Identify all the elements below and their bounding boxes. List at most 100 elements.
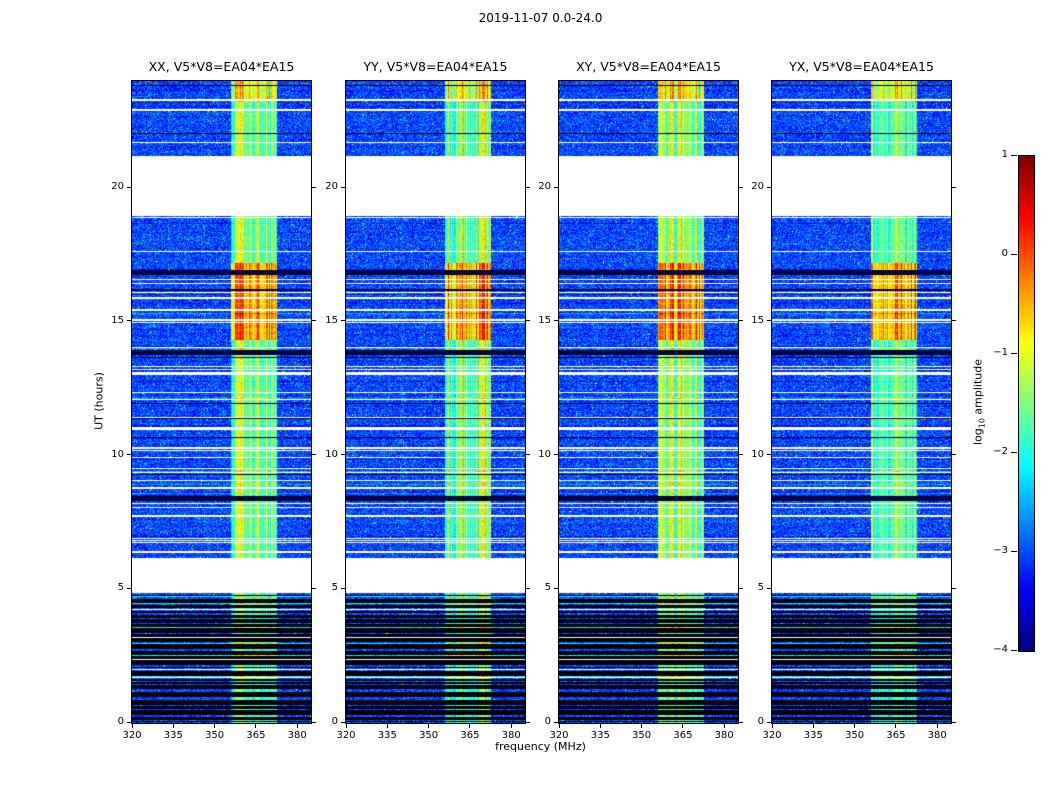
- colorbar-label-rest: amplitude: [971, 358, 985, 419]
- x-tick-label: 365: [886, 730, 906, 741]
- colorbar-label: log10 amplitude: [971, 359, 986, 445]
- x-tick-label: 335: [590, 730, 610, 741]
- y-tick-label: 20: [538, 181, 551, 192]
- colorbar-tick-label: −2: [993, 446, 1008, 457]
- y-tick-label: 15: [111, 314, 124, 326]
- colorbar-tick-label: 0: [1001, 248, 1008, 259]
- y-tick-label: 10: [751, 448, 764, 460]
- x-tick-mark: [812, 724, 814, 728]
- y-tick-mark: [127, 721, 131, 723]
- panel-title-yx: YX, V5*V8=EA04*EA15: [789, 59, 934, 74]
- x-tick-label: 350: [205, 730, 225, 741]
- colorbar-tick-label: −4: [993, 644, 1008, 655]
- panel-yx: YX, V5*V8=EA04*EA15: [771, 59, 952, 724]
- y-tick-mark: [526, 454, 530, 455]
- y-tick-mark: [312, 587, 316, 589]
- y-tick-mark: [952, 587, 956, 589]
- x-tick-mark: [345, 724, 347, 728]
- colorbar-tick-label: −3: [993, 545, 1008, 556]
- y-tick-mark: [312, 454, 316, 455]
- y-tick-mark: [526, 320, 530, 322]
- y-tick-label: 0: [544, 716, 551, 727]
- y-tick-label: 15: [751, 314, 764, 326]
- x-tick-mark: [558, 724, 560, 728]
- x-tick-mark: [641, 724, 643, 728]
- panel-xx: XX, V5*V8=EA04*EA15: [131, 59, 312, 724]
- y-tick-mark: [739, 186, 743, 188]
- y-tick-label: 5: [544, 582, 551, 594]
- y-tick-label: 0: [757, 716, 764, 727]
- x-tick-mark: [131, 724, 133, 728]
- colorbar-gradient: [1019, 156, 1034, 651]
- colorbar-tick-label: 1: [1001, 149, 1008, 160]
- colorbar-label-log: log: [971, 428, 985, 446]
- x-tick-label: 335: [163, 730, 183, 741]
- x-tick-mark: [255, 724, 257, 728]
- colorbar-label-sub: 10: [977, 418, 987, 429]
- y-tick-label: 5: [757, 582, 764, 594]
- x-tick-label: 350: [419, 730, 439, 741]
- colorbar-tick-mark: [1011, 550, 1017, 552]
- colorbar-tick-mark: [1011, 352, 1017, 354]
- y-tick-mark: [341, 454, 345, 455]
- y-tick-mark: [312, 320, 316, 322]
- y-tick-label: 20: [325, 181, 338, 192]
- y-tick-label: 15: [325, 314, 338, 326]
- x-tick-mark: [854, 724, 856, 728]
- x-tick-label: 320: [549, 730, 569, 741]
- x-tick-label: 335: [803, 730, 823, 741]
- x-tick-mark: [428, 724, 430, 728]
- colorbar-tick-mark: [1011, 649, 1017, 651]
- y-tick-mark: [739, 721, 743, 723]
- x-tick-label: 365: [246, 730, 266, 741]
- y-tick-mark: [767, 721, 771, 723]
- x-tick-mark: [386, 724, 388, 728]
- spectrogram-canvas-yx: [772, 81, 951, 723]
- y-tick-mark: [341, 186, 345, 188]
- x-tick-mark: [510, 724, 512, 728]
- y-tick-label: 10: [111, 448, 124, 460]
- x-tick-mark: [469, 724, 471, 728]
- panel-xy: XY, V5*V8=EA04*EA15: [558, 59, 739, 724]
- y-tick-mark: [739, 587, 743, 589]
- y-tick-mark: [952, 320, 956, 322]
- y-tick-mark: [739, 320, 743, 322]
- x-tick-mark: [936, 724, 938, 728]
- x-tick-label: 380: [287, 730, 307, 741]
- y-tick-mark: [767, 186, 771, 188]
- x-tick-label: 365: [460, 730, 480, 741]
- x-tick-mark: [214, 724, 216, 728]
- panel-title-xx: XX, V5*V8=EA04*EA15: [148, 59, 295, 74]
- y-tick-label: 20: [751, 181, 764, 192]
- x-tick-label: 380: [714, 730, 734, 741]
- colorbar-tick-mark: [1011, 154, 1017, 156]
- y-tick-mark: [554, 721, 558, 723]
- x-tick-mark: [296, 724, 298, 728]
- x-tick-mark: [895, 724, 897, 728]
- x-tick-mark: [172, 724, 174, 728]
- x-tick-mark: [599, 724, 601, 728]
- y-tick-mark: [341, 721, 345, 723]
- y-tick-mark: [952, 721, 956, 723]
- x-tick-mark: [771, 724, 773, 728]
- y-tick-mark: [952, 454, 956, 455]
- x-tick-label: 320: [762, 730, 782, 741]
- x-tick-label: 350: [845, 730, 865, 741]
- y-tick-mark: [554, 454, 558, 455]
- y-tick-mark: [554, 587, 558, 589]
- y-axis-label: UT (hours): [92, 372, 106, 430]
- y-tick-mark: [127, 587, 131, 589]
- panel-title-xy: XY, V5*V8=EA04*EA15: [576, 59, 721, 74]
- y-tick-mark: [127, 454, 131, 455]
- y-tick-mark: [554, 186, 558, 188]
- y-tick-label: 0: [331, 716, 338, 727]
- x-tick-label: 380: [501, 730, 521, 741]
- figure-title: 2019-11-07 0.0-24.0: [478, 11, 603, 25]
- y-tick-mark: [739, 454, 743, 455]
- y-tick-mark: [127, 320, 131, 322]
- y-tick-label: 10: [538, 448, 551, 460]
- x-tick-label: 320: [336, 730, 356, 741]
- x-tick-label: 365: [673, 730, 693, 741]
- y-tick-label: 0: [117, 716, 124, 727]
- panel-title-yy: YY, V5*V8=EA04*EA15: [363, 59, 508, 74]
